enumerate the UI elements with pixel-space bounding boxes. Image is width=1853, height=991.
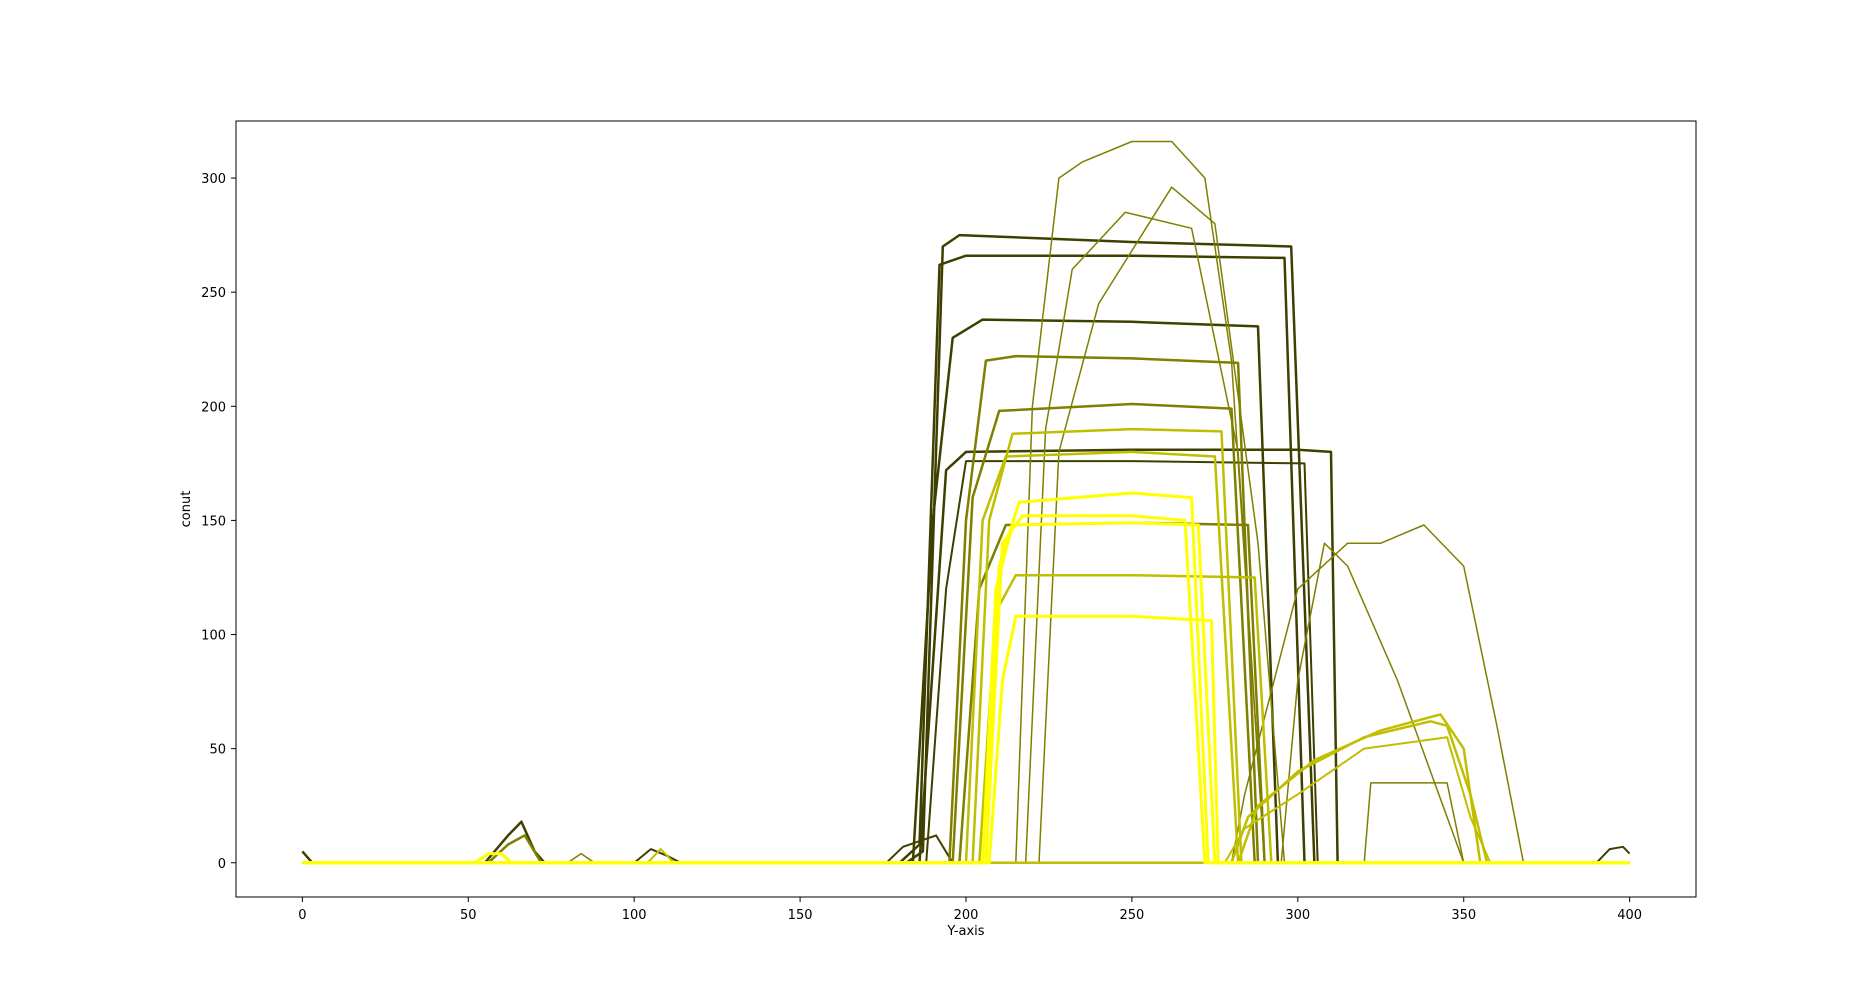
series-line-21 xyxy=(302,736,1630,864)
y-tick-label: 100 xyxy=(201,629,226,644)
y-tick-label: 0 xyxy=(218,857,226,872)
series-line-17 xyxy=(302,427,1630,865)
x-tick-label: 300 xyxy=(1285,908,1310,923)
series-line-19 xyxy=(302,720,1630,865)
series-line-4 xyxy=(302,448,1630,865)
y-axis-ticks: 0 50 100 150 200 250 300 xyxy=(201,172,236,872)
series-line-25 xyxy=(302,521,1630,865)
y-tick-label: 150 xyxy=(201,514,226,529)
series-line-5 xyxy=(302,834,1631,864)
x-tick-label: 150 xyxy=(788,908,813,923)
y-tick-label: 50 xyxy=(209,743,226,758)
x-axis-ticks: 0 50 100 150 200 250 300 350 400 xyxy=(298,897,1642,923)
series-layer xyxy=(301,140,1631,865)
series-line-23 xyxy=(302,491,1630,865)
series-line-11 xyxy=(302,211,1630,864)
x-tick-label: 100 xyxy=(622,908,647,923)
x-tick-label: 250 xyxy=(1119,908,1144,923)
x-tick-label: 0 xyxy=(298,908,306,923)
y-axis-label: conut xyxy=(179,491,194,528)
series-line-7 xyxy=(302,354,1630,865)
x-tick-label: 350 xyxy=(1451,908,1476,923)
x-tick-label: 200 xyxy=(954,908,979,923)
series-line-18 xyxy=(302,573,1630,865)
series-line-6 xyxy=(302,460,1630,864)
series-line-16 xyxy=(302,450,1630,865)
x-tick-label: 400 xyxy=(1617,908,1642,923)
y-tick-label: 200 xyxy=(201,400,226,415)
series-line-8 xyxy=(302,402,1630,865)
x-axis-label: Y-axis xyxy=(946,924,984,939)
series-line-2 xyxy=(302,254,1630,865)
series-line-12 xyxy=(302,186,1630,864)
y-tick-label: 250 xyxy=(201,286,226,301)
series-line-3 xyxy=(302,318,1630,865)
y-tick-label: 300 xyxy=(201,172,226,187)
series-line-15 xyxy=(302,782,1630,864)
x-tick-label: 50 xyxy=(460,908,477,923)
series-line-24 xyxy=(302,614,1630,865)
